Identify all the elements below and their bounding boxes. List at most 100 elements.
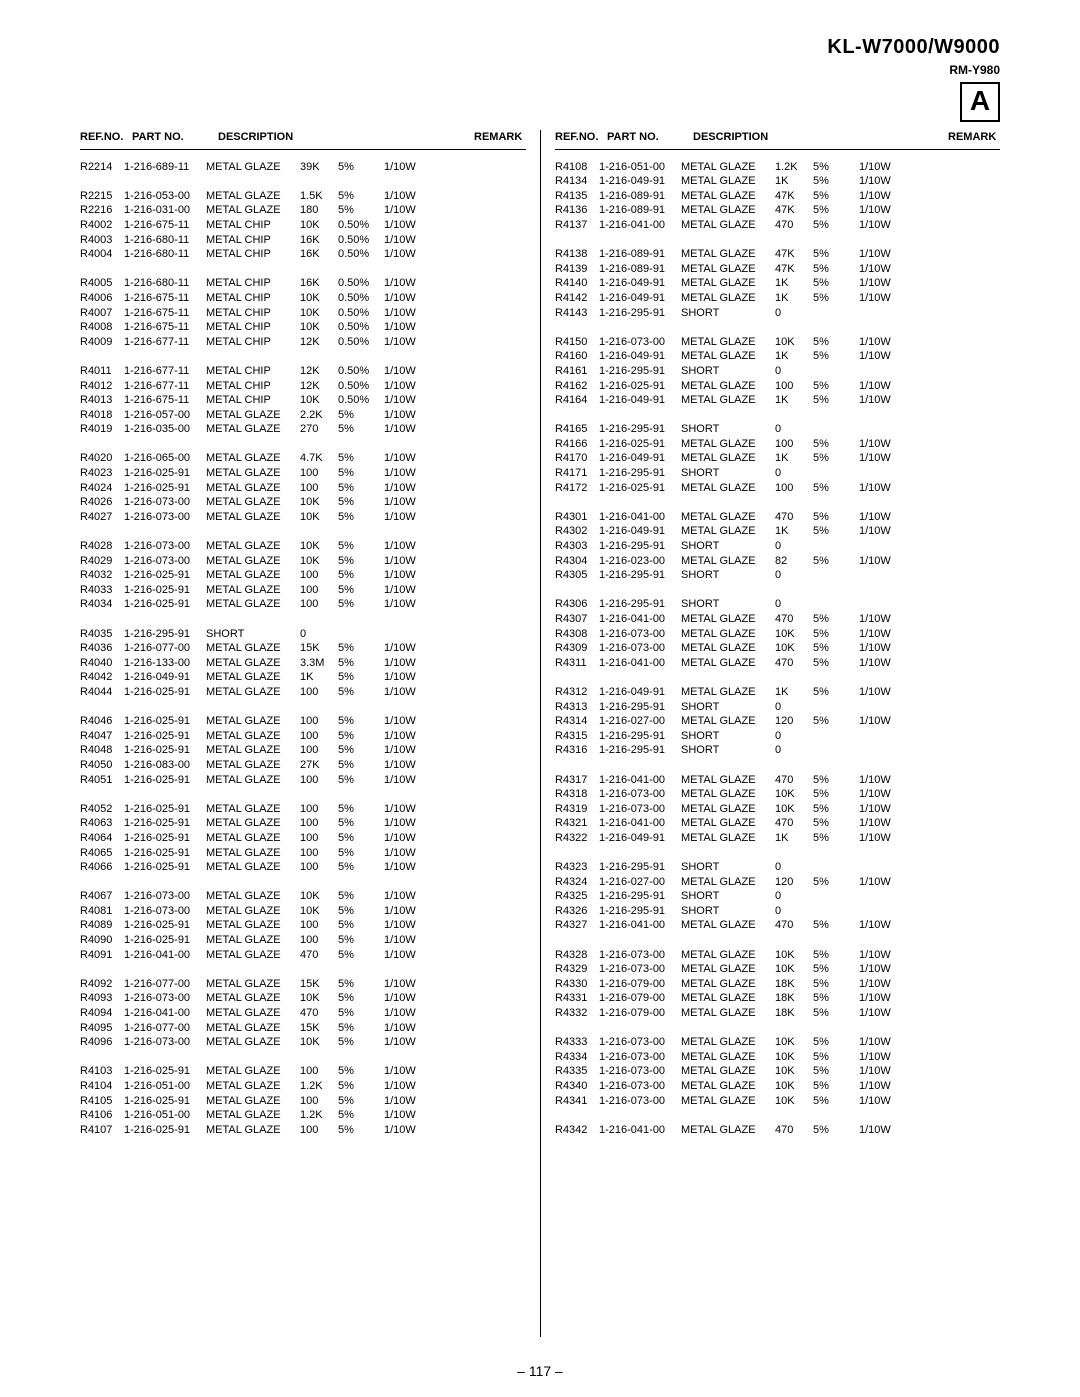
cell-desc: METAL GLAZE bbox=[206, 539, 300, 554]
table-row: R43061-216-295-91SHORT0 bbox=[555, 597, 1000, 612]
table-row: R40661-216-025-91METAL GLAZE1005%1/10W bbox=[80, 860, 526, 875]
cell-part: 1-216-073-00 bbox=[599, 802, 681, 817]
cell-ref: R4322 bbox=[555, 831, 599, 846]
cell-desc: METAL CHIP bbox=[206, 379, 300, 394]
cell-watt bbox=[859, 539, 1000, 554]
table-row: R41501-216-073-00METAL GLAZE10K5%1/10W bbox=[555, 335, 1000, 350]
cell-watt: 1/10W bbox=[384, 889, 526, 904]
cell-val: 82 bbox=[775, 554, 813, 569]
table-row: R43241-216-027-00METAL GLAZE1205%1/10W bbox=[555, 875, 1000, 890]
cell-part: 1-216-049-91 bbox=[599, 685, 681, 700]
cell-val: 10K bbox=[775, 627, 813, 642]
cell-part: 1-216-051-00 bbox=[124, 1079, 206, 1094]
cell-watt: 1/10W bbox=[859, 1094, 1000, 1109]
cell-tol: 0.50% bbox=[338, 291, 384, 306]
submodel-title: RM-Y980 bbox=[80, 63, 1000, 77]
cell-part: 1-216-675-11 bbox=[124, 218, 206, 233]
cell-tol: 5% bbox=[338, 714, 384, 729]
cell-part: 1-216-035-00 bbox=[124, 422, 206, 437]
cell-tol: 5% bbox=[338, 889, 384, 904]
cell-tol: 0.50% bbox=[338, 233, 384, 248]
cell-val: 10K bbox=[775, 1064, 813, 1079]
cell-watt: 1/10W bbox=[384, 320, 526, 335]
cell-part: 1-216-675-11 bbox=[124, 320, 206, 335]
table-row: R43401-216-073-00METAL GLAZE10K5%1/10W bbox=[555, 1079, 1000, 1094]
cell-watt: 1/10W bbox=[384, 802, 526, 817]
cell-desc: METAL GLAZE bbox=[206, 583, 300, 598]
cell-tol: 5% bbox=[813, 379, 859, 394]
cell-ref: R4023 bbox=[80, 466, 124, 481]
table-row: R40281-216-073-00METAL GLAZE10K5%1/10W bbox=[80, 539, 526, 554]
cell-val: 100 bbox=[300, 846, 338, 861]
cell-tol: 5% bbox=[813, 554, 859, 569]
col-ref-label: REF.NO. bbox=[555, 130, 607, 145]
cell-watt: 1/10W bbox=[384, 656, 526, 671]
cell-val: 15K bbox=[300, 641, 338, 656]
cell-desc: METAL GLAZE bbox=[681, 991, 775, 1006]
table-row: R41391-216-089-91METAL GLAZE47K5%1/10W bbox=[555, 262, 1000, 277]
cell-watt: 1/10W bbox=[384, 510, 526, 525]
cell-ref: R4321 bbox=[555, 816, 599, 831]
cell-desc: METAL GLAZE bbox=[681, 524, 775, 539]
cell-ref: R4150 bbox=[555, 335, 599, 350]
cell-watt bbox=[859, 904, 1000, 919]
table-row: R41401-216-049-91METAL GLAZE1K5%1/10W bbox=[555, 276, 1000, 291]
cell-desc: METAL GLAZE bbox=[206, 729, 300, 744]
cell-part: 1-216-089-91 bbox=[599, 203, 681, 218]
cell-val: 100 bbox=[300, 831, 338, 846]
cell-val: 0 bbox=[775, 364, 813, 379]
table-row: R41601-216-049-91METAL GLAZE1K5%1/10W bbox=[555, 349, 1000, 364]
table-row: R40111-216-677-11METAL CHIP12K0.50%1/10W bbox=[80, 364, 526, 379]
cell-part: 1-216-073-00 bbox=[124, 495, 206, 510]
cell-part: 1-216-073-00 bbox=[124, 904, 206, 919]
cell-desc: METAL GLAZE bbox=[681, 714, 775, 729]
cell-part: 1-216-677-11 bbox=[124, 364, 206, 379]
cell-tol: 5% bbox=[813, 627, 859, 642]
cell-desc: METAL GLAZE bbox=[206, 510, 300, 525]
cell-ref: R4026 bbox=[80, 495, 124, 510]
cell-ref: R4046 bbox=[80, 714, 124, 729]
cell-part: 1-216-025-91 bbox=[124, 714, 206, 729]
cell-desc: METAL GLAZE bbox=[206, 568, 300, 583]
cell-watt: 1/10W bbox=[859, 189, 1000, 204]
cell-desc: METAL CHIP bbox=[206, 320, 300, 335]
cell-tol: 5% bbox=[338, 860, 384, 875]
cell-part: 1-216-053-00 bbox=[124, 189, 206, 204]
cell-ref: R4136 bbox=[555, 203, 599, 218]
cell-watt bbox=[859, 860, 1000, 875]
cell-part: 1-216-025-91 bbox=[124, 1123, 206, 1138]
cell-watt: 1/10W bbox=[859, 291, 1000, 306]
cell-val: 10K bbox=[775, 1050, 813, 1065]
cell-watt bbox=[859, 568, 1000, 583]
cell-val: 16K bbox=[300, 247, 338, 262]
table-row: R40961-216-073-00METAL GLAZE10K5%1/10W bbox=[80, 1035, 526, 1050]
table-row: R43161-216-295-91SHORT0 bbox=[555, 743, 1000, 758]
cell-desc: SHORT bbox=[681, 889, 775, 904]
cell-desc: METAL GLAZE bbox=[206, 846, 300, 861]
cell-part: 1-216-025-91 bbox=[124, 743, 206, 758]
cell-ref: R4165 bbox=[555, 422, 599, 437]
cell-tol: 5% bbox=[813, 276, 859, 291]
cell-val: 16K bbox=[300, 276, 338, 291]
cell-ref: R4303 bbox=[555, 539, 599, 554]
cell-ref: R4143 bbox=[555, 306, 599, 321]
cell-watt: 1/10W bbox=[859, 831, 1000, 846]
cell-desc: METAL CHIP bbox=[206, 247, 300, 262]
table-row: R40481-216-025-91METAL GLAZE1005%1/10W bbox=[80, 743, 526, 758]
cell-watt: 1/10W bbox=[384, 597, 526, 612]
cell-part: 1-216-079-00 bbox=[599, 991, 681, 1006]
cell-tol: 5% bbox=[338, 510, 384, 525]
cell-desc: METAL GLAZE bbox=[206, 685, 300, 700]
table-row: R40051-216-680-11METAL CHIP16K0.50%1/10W bbox=[80, 276, 526, 291]
cell-desc: METAL GLAZE bbox=[681, 918, 775, 933]
cell-part: 1-216-041-00 bbox=[124, 1006, 206, 1021]
table-row: R22151-216-053-00METAL GLAZE1.5K5%1/10W bbox=[80, 189, 526, 204]
cell-desc: METAL GLAZE bbox=[206, 933, 300, 948]
cell-desc: METAL GLAZE bbox=[681, 948, 775, 963]
cell-desc: SHORT bbox=[206, 627, 300, 642]
cell-part: 1-216-077-00 bbox=[124, 641, 206, 656]
cell-watt: 1/10W bbox=[384, 1021, 526, 1036]
cell-val: 1.2K bbox=[300, 1108, 338, 1123]
cell-val: 100 bbox=[300, 1123, 338, 1138]
cell-part: 1-216-025-91 bbox=[124, 481, 206, 496]
